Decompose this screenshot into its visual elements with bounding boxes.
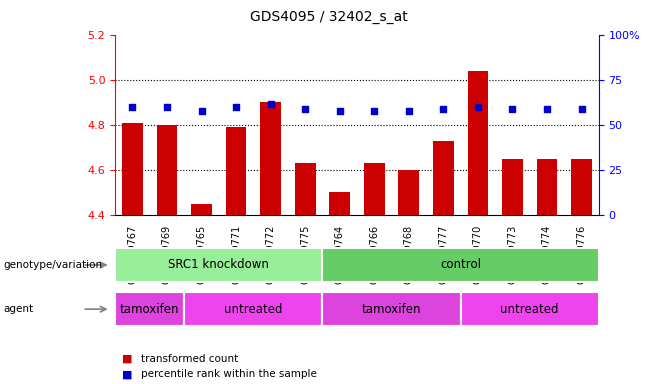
- Point: [438, 106, 449, 112]
- Bar: [295, 163, 315, 215]
- Point: [334, 108, 345, 114]
- Point: [162, 104, 172, 110]
- Bar: [502, 159, 522, 215]
- Text: SRC1 knockdown: SRC1 knockdown: [168, 258, 269, 271]
- Bar: [364, 163, 384, 215]
- Bar: [260, 102, 281, 215]
- Text: ■: ■: [122, 369, 132, 379]
- Bar: [226, 127, 246, 215]
- Text: genotype/variation: genotype/variation: [3, 260, 103, 270]
- Text: untreated: untreated: [501, 303, 559, 316]
- Text: untreated: untreated: [224, 303, 282, 316]
- Point: [265, 101, 276, 108]
- Bar: [329, 192, 350, 215]
- Point: [403, 108, 414, 114]
- Bar: [122, 122, 143, 215]
- Text: percentile rank within the sample: percentile rank within the sample: [141, 369, 317, 379]
- Text: agent: agent: [3, 304, 34, 314]
- Point: [542, 106, 552, 112]
- Bar: [536, 159, 557, 215]
- Point: [576, 106, 587, 112]
- Point: [369, 108, 380, 114]
- Point: [127, 104, 138, 110]
- Point: [231, 104, 241, 110]
- Bar: [398, 170, 419, 215]
- Point: [196, 108, 207, 114]
- Text: GDS4095 / 32402_s_at: GDS4095 / 32402_s_at: [250, 10, 408, 23]
- Point: [300, 106, 311, 112]
- Text: control: control: [440, 258, 481, 271]
- Bar: [191, 204, 212, 215]
- Text: transformed count: transformed count: [141, 354, 239, 364]
- Bar: [433, 141, 453, 215]
- Bar: [571, 159, 592, 215]
- Bar: [157, 125, 177, 215]
- Text: tamoxifen: tamoxifen: [362, 303, 421, 316]
- Point: [507, 106, 518, 112]
- Text: tamoxifen: tamoxifen: [120, 303, 180, 316]
- Text: ■: ■: [122, 354, 132, 364]
- Point: [472, 104, 483, 110]
- Bar: [467, 71, 488, 215]
